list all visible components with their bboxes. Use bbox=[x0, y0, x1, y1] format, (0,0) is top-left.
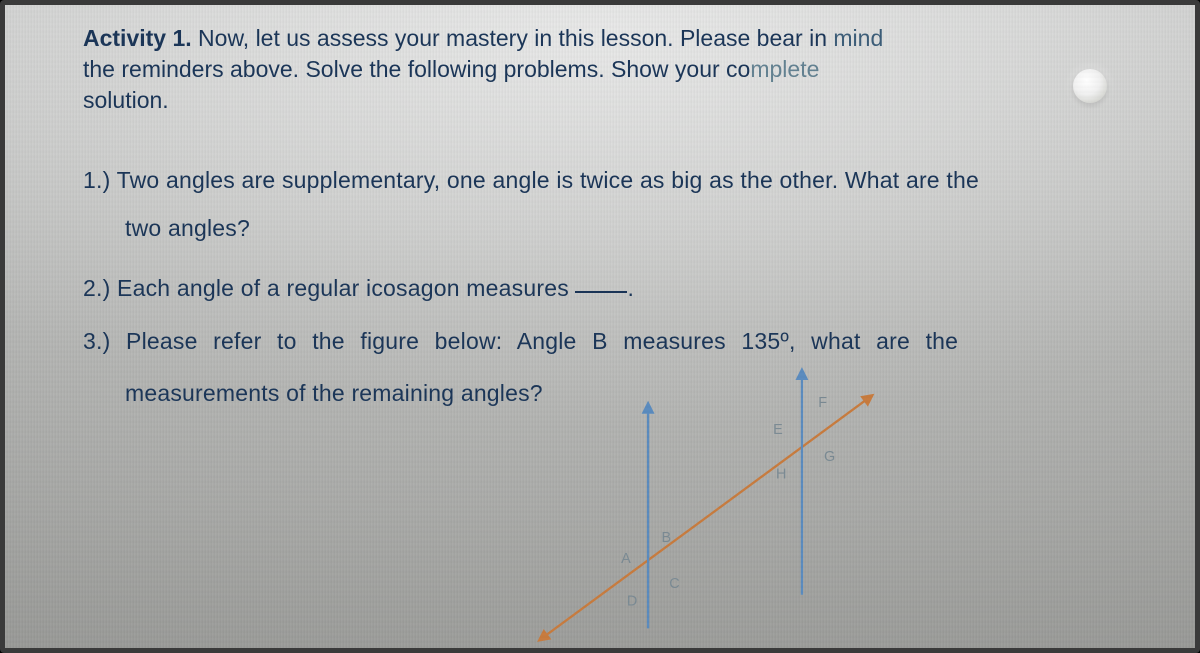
intro-text-2: the reminders above. Solve the following… bbox=[83, 56, 750, 82]
activity-title: Activity 1. bbox=[83, 25, 192, 51]
intro-text-1: Now, let us assess your mastery in this … bbox=[192, 25, 834, 51]
angle-label-B: B bbox=[662, 530, 672, 546]
angle-label-H: H bbox=[776, 466, 786, 482]
angle-label-A: A bbox=[621, 551, 631, 567]
question-1-line2: two angles? bbox=[125, 215, 250, 241]
intro-text-2-fade: mplete bbox=[750, 56, 819, 82]
worksheet-screen: { "colors": { "text": "#1a3557", "text_f… bbox=[0, 0, 1200, 653]
worksheet-content: Activity 1. Now, let us assess your mast… bbox=[83, 23, 1135, 638]
question-2-post: . bbox=[627, 275, 634, 301]
question-1: 1.) Two angles are supplementary, one an… bbox=[83, 156, 1135, 253]
question-2-pre: 2.) Each angle of a regular icosagon mea… bbox=[83, 275, 575, 301]
angles-diagram-svg: A B C D E F G H bbox=[515, 388, 935, 638]
angle-label-E: E bbox=[773, 422, 783, 438]
angle-label-G: G bbox=[824, 449, 835, 465]
question-2-blank[interactable] bbox=[575, 291, 627, 293]
angle-label-F: F bbox=[818, 395, 827, 411]
activity-intro: Activity 1. Now, let us assess your mast… bbox=[83, 23, 1135, 116]
transversal-line bbox=[542, 398, 869, 638]
angles-diagram: A B C D E F G H bbox=[515, 388, 935, 638]
angle-label-C: C bbox=[669, 576, 679, 592]
question-2: 2.) Each angle of a regular icosagon mea… bbox=[83, 271, 1135, 307]
question-1-line1: 1.) Two angles are supplementary, one an… bbox=[83, 167, 979, 193]
intro-text-3: solution. bbox=[83, 87, 169, 113]
angle-label-D: D bbox=[627, 593, 637, 609]
intro-text-1-fade: mind bbox=[833, 25, 883, 51]
question-3-line1: 3.) Please refer to the figure below: An… bbox=[83, 328, 958, 354]
